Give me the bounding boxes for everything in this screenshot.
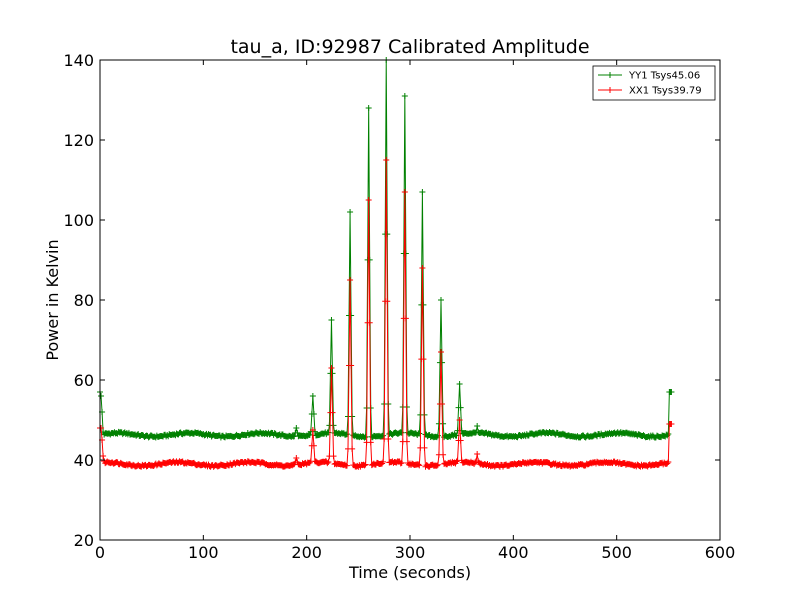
x-tick-label: 300 [395, 543, 426, 562]
chart-title: tau_a, ID:92987 Calibrated Amplitude [230, 36, 589, 58]
y-tick-label: 20 [74, 531, 94, 550]
legend-box [592, 65, 716, 101]
y-axis-label: Power in Kelvin [43, 239, 62, 360]
x-tick-label: 600 [705, 543, 736, 562]
legend-label: YY1 Tsys45.06 [628, 71, 700, 82]
y-tick-label: 60 [74, 371, 94, 390]
ticks-layer: 0 100 200 300 400 500 600 20 40 60 80 100 120 140 [63, 51, 735, 562]
legend-marker [607, 87, 613, 93]
series-layer [97, 57, 675, 470]
series-line [100, 159, 672, 469]
legend-marker [607, 72, 613, 78]
x-tick-label: 500 [601, 543, 632, 562]
x-axis-label: Time (seconds) [348, 563, 471, 582]
legend: YY1 Tsys45.06 XX1 Tsys39.79 [592, 65, 716, 101]
x-tick-label: 100 [188, 543, 219, 562]
y-tick-label: 80 [74, 291, 94, 310]
y-tick-label: 40 [74, 451, 94, 470]
y-tick-label: 100 [63, 211, 94, 230]
series-xx1 [97, 157, 675, 470]
y-tick-label: 120 [63, 131, 94, 150]
plot-frame [99, 59, 721, 541]
y-tick-label: 140 [63, 51, 94, 70]
x-tick-label: 400 [498, 543, 529, 562]
x-tick-label: 200 [291, 543, 322, 562]
legend-label: XX1 Tsys39.79 [629, 86, 702, 97]
x-tick-label: 0 [95, 543, 105, 562]
